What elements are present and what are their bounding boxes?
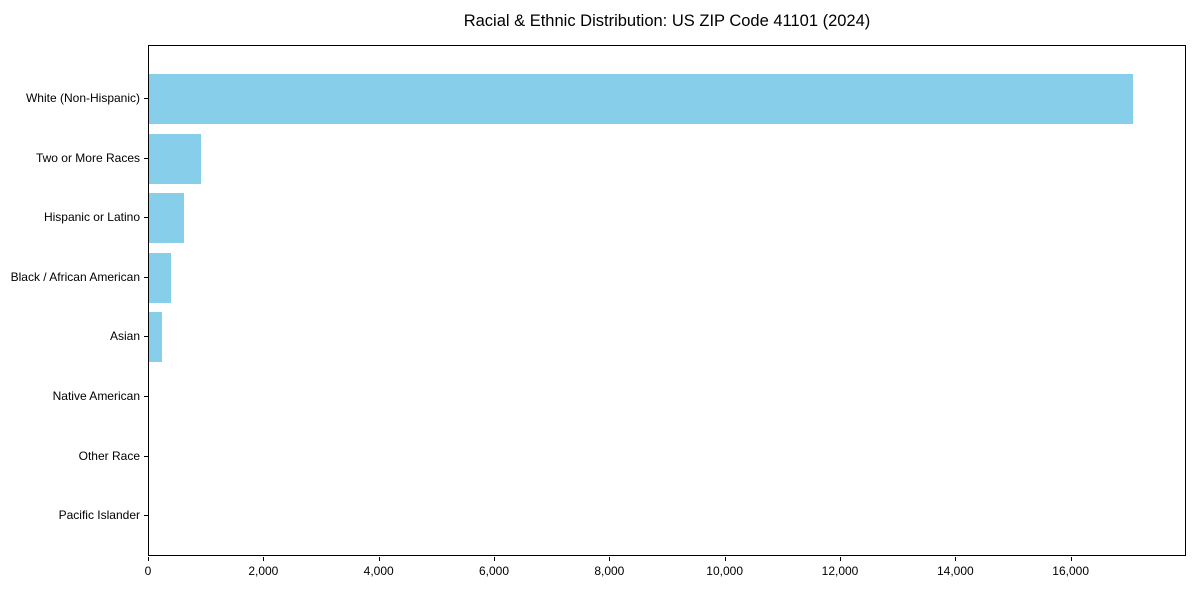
bar-asian <box>149 312 163 363</box>
y-tick-label: Other Race <box>78 448 140 463</box>
y-tick-label: Black / African American <box>10 269 140 284</box>
x-tick-label: 8,000 <box>594 564 625 578</box>
x-tick-mark <box>609 557 611 561</box>
x-tick-label: 14,000 <box>936 564 974 578</box>
y-tick-mark <box>144 98 148 99</box>
x-tick-label: 0 <box>144 564 152 578</box>
x-tick-mark <box>1070 557 1072 561</box>
x-tick-mark <box>955 557 957 561</box>
y-tick-label: Asian <box>109 329 140 344</box>
y-tick-label: Two or More Races <box>35 150 140 165</box>
y-tick-mark <box>144 515 148 517</box>
x-tick-mark <box>724 557 726 561</box>
y-tick-label: Hispanic or Latino <box>43 210 140 225</box>
x-tick-mark <box>494 557 495 561</box>
y-tick-label: Pacific Islander <box>58 508 140 523</box>
y-tick-mark <box>144 217 148 219</box>
y-tick-mark <box>144 455 148 457</box>
bar-black-african-american <box>149 252 172 303</box>
bar-hispanic-or-latino <box>149 193 184 244</box>
x-tick-label: 16,000 <box>1052 564 1090 578</box>
y-tick-label: White (Non-Hispanic) <box>25 91 140 105</box>
bar-white-non-hispanic <box>149 74 1134 124</box>
x-tick-mark <box>263 557 265 561</box>
bar-two-or-more-races <box>149 133 202 184</box>
x-tick-label: 10,000 <box>706 564 744 578</box>
x-tick-label: 2,000 <box>248 564 279 578</box>
y-tick-mark <box>144 276 148 278</box>
chart-title: Racial & Ethnic Distribution: US ZIP Cod… <box>463 12 871 30</box>
x-tick-label: 4,000 <box>363 564 394 578</box>
x-tick-label: 12,000 <box>821 564 859 578</box>
y-tick-mark <box>144 336 148 338</box>
x-tick-mark <box>378 557 380 561</box>
plot-area <box>148 45 1186 556</box>
x-tick-mark <box>148 557 149 561</box>
y-tick-mark <box>144 396 148 397</box>
x-tick-label: 6,000 <box>478 564 510 578</box>
y-tick-mark <box>144 157 148 159</box>
x-tick-mark <box>840 557 841 561</box>
y-tick-label: Native American <box>52 389 140 403</box>
